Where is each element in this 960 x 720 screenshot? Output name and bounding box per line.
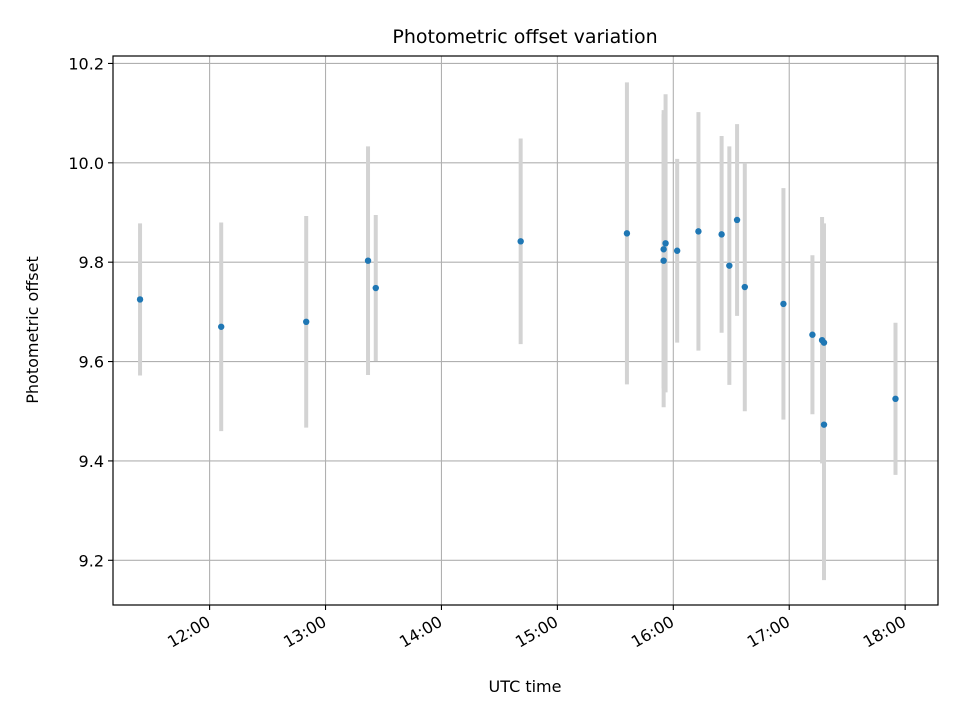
data-point (726, 262, 733, 269)
data-point (820, 339, 828, 346)
data-point (733, 216, 741, 224)
data-point (718, 231, 725, 238)
data-point (136, 296, 144, 303)
data-point (623, 230, 631, 237)
data-point (892, 395, 899, 403)
y-axis-label: Photometric offset (23, 256, 42, 404)
y-tick-label: 9.8 (79, 253, 104, 272)
y-tick-label: 10.0 (68, 154, 104, 173)
data-point (741, 283, 748, 291)
data-point (660, 257, 667, 264)
data-points (136, 216, 899, 428)
y-tick-label: 10.2 (68, 54, 104, 73)
data-point (517, 238, 524, 245)
data-point (673, 247, 681, 254)
data-point (695, 228, 702, 235)
data-point (217, 323, 225, 330)
data-point (780, 300, 787, 308)
y-tick-label: 9.6 (79, 353, 104, 372)
data-point (364, 257, 372, 264)
data-point (820, 421, 828, 428)
plot-frame (112, 55, 939, 606)
data-point (809, 331, 816, 338)
data-point (660, 246, 667, 253)
y-tick-label: 9.4 (79, 452, 104, 471)
y-tick-label: 9.2 (79, 551, 104, 570)
data-point (372, 284, 379, 292)
data-point (303, 318, 310, 326)
data-point (662, 240, 669, 247)
x-axis-label: UTC time (489, 677, 562, 696)
chart-title: Photometric offset variation (392, 26, 657, 48)
grid (113, 56, 938, 605)
